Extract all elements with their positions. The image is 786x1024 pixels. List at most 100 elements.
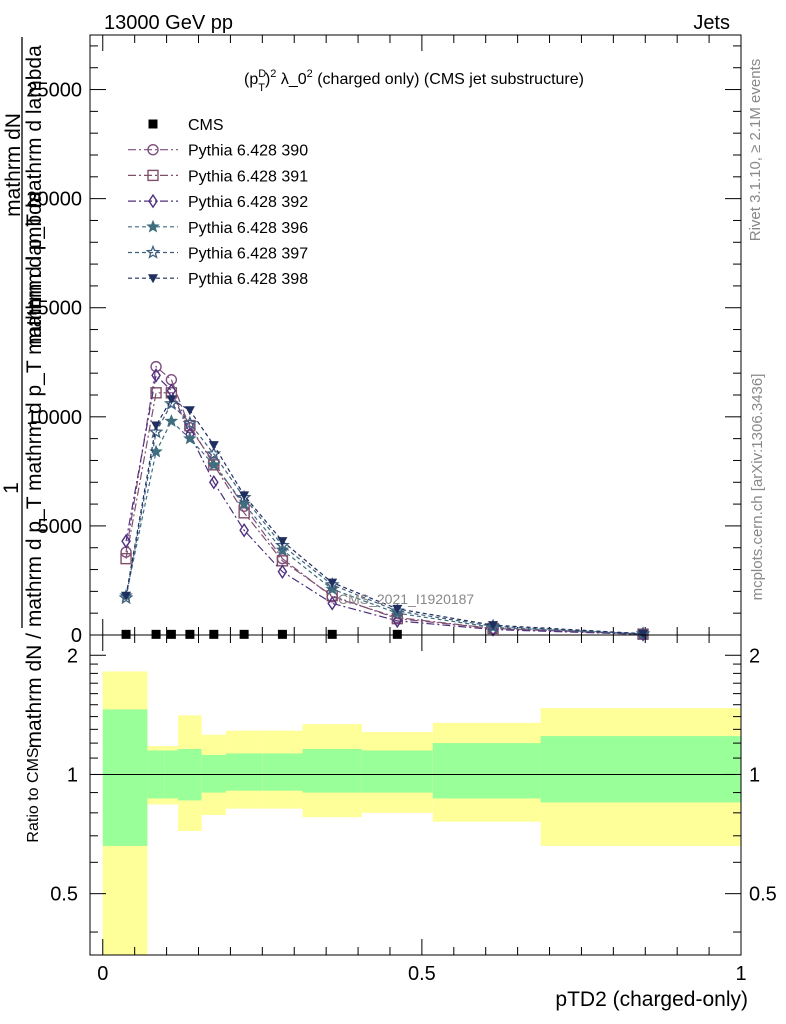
series-pythia-6 bbox=[121, 395, 649, 639]
data-point bbox=[275, 542, 290, 556]
data-point bbox=[121, 629, 131, 639]
data-point bbox=[166, 629, 176, 639]
data-point bbox=[208, 441, 219, 451]
ratio-tick-label-right: 2 bbox=[749, 645, 760, 667]
data-point bbox=[392, 629, 402, 639]
legend: CMS Pythia 6.428 390 Pythia 6.428 391 Pythi… bbox=[128, 117, 308, 288]
series-line bbox=[125, 420, 644, 635]
y-tick-label: 25000 bbox=[26, 80, 82, 102]
data-point bbox=[163, 395, 179, 411]
data-point bbox=[209, 629, 219, 639]
data-point bbox=[277, 629, 287, 639]
x-tick-label: 0.5 bbox=[408, 963, 436, 985]
data-point bbox=[239, 491, 250, 501]
series-line bbox=[125, 402, 644, 635]
data-point bbox=[207, 457, 221, 471]
main-plot-ticks: 0 5000 10000 15000 20000 25000 bbox=[26, 35, 742, 647]
data-point bbox=[150, 387, 162, 399]
ratio-plot-ticks: 0 0.5 1 0.5 0.5 1 1 2 2 bbox=[50, 635, 777, 985]
legend-entry: Pythia 6.428 397 bbox=[128, 244, 308, 263]
ratio-tick-label-right: 1 bbox=[749, 764, 760, 786]
legend-marker bbox=[148, 119, 158, 129]
legend-marker bbox=[147, 143, 159, 156]
data-point bbox=[239, 523, 249, 538]
ratio-bands bbox=[102, 671, 741, 955]
main-plot-panel: 0 5000 10000 15000 20000 25000 (pD T)2 λ_02 (c… bbox=[26, 34, 742, 647]
data-point bbox=[277, 564, 288, 579]
plot-title: (pD T)2 λ_02 (charged only) (CMS jet subs… bbox=[244, 68, 584, 94]
x-axis-label: pTD2 (charged-only) bbox=[555, 988, 748, 1011]
ratio-tick-label-right: 0.5 bbox=[749, 884, 777, 906]
legend-marker bbox=[145, 244, 161, 259]
rivet-version-label: Rivet 3.1.10, ≥ 2.1M events bbox=[747, 59, 764, 242]
x-tick-label: 0 bbox=[97, 963, 108, 985]
data-point bbox=[120, 552, 132, 565]
legend-label: Pythia 6.428 397 bbox=[188, 246, 308, 263]
legend-marker bbox=[148, 193, 158, 209]
legend-marker bbox=[148, 274, 158, 284]
data-point bbox=[151, 421, 162, 431]
legend-label: CMS bbox=[188, 117, 224, 134]
legend-entry: CMS bbox=[148, 117, 224, 134]
legend-marker bbox=[147, 169, 159, 182]
ratio-band-inner bbox=[225, 753, 263, 791]
legend-label: Pythia 6.428 392 bbox=[188, 194, 308, 211]
data-point bbox=[151, 629, 161, 639]
data-point bbox=[327, 578, 338, 588]
ratio-band-inner bbox=[201, 754, 226, 793]
data-point bbox=[208, 475, 219, 490]
data-point bbox=[148, 424, 164, 439]
data-point bbox=[327, 629, 337, 639]
data-point bbox=[392, 604, 403, 614]
legend-marker bbox=[146, 219, 160, 233]
ratio-tick-label: 0.5 bbox=[50, 884, 78, 906]
series-line bbox=[125, 374, 644, 635]
data-point bbox=[121, 533, 131, 549]
data-point bbox=[151, 368, 161, 383]
y-tick-label: 10000 bbox=[26, 407, 82, 429]
y-tick-label: 20000 bbox=[26, 189, 82, 211]
data-point bbox=[182, 415, 198, 430]
ratio-band-inner bbox=[432, 743, 541, 799]
data-point bbox=[488, 621, 499, 631]
legend-label: Pythia 6.428 390 bbox=[188, 143, 308, 160]
legend-entry: Pythia 6.428 398 bbox=[128, 271, 308, 288]
data-point bbox=[166, 395, 177, 405]
legend-entry: Pythia 6.428 392 bbox=[128, 193, 308, 211]
data-point bbox=[183, 431, 197, 445]
y-label-denominator: mathrm dN / mathrm d p_T mathrm d p_T ma… bbox=[23, 191, 46, 748]
y-label-prefactor: 1 bbox=[0, 482, 23, 494]
legend-label: Pythia 6.428 391 bbox=[188, 168, 308, 185]
data-point bbox=[121, 591, 132, 601]
legend-entry: Pythia 6.428 391 bbox=[128, 168, 308, 185]
analysis-watermark: CMS_2021_I1920187 bbox=[338, 591, 474, 607]
main-plot-series bbox=[118, 360, 651, 642]
data-point bbox=[275, 537, 290, 552]
x-tick-label: 1 bbox=[735, 963, 746, 985]
ratio-tick-label: 1 bbox=[67, 764, 78, 786]
data-point bbox=[185, 629, 195, 639]
ratio-band-inner bbox=[540, 736, 741, 803]
data-point bbox=[164, 414, 179, 427]
data-point bbox=[150, 360, 162, 373]
legend-entry: Pythia 6.428 396 bbox=[128, 219, 308, 237]
y-tick-label: 5000 bbox=[38, 516, 83, 538]
legend-label: Pythia 6.428 398 bbox=[188, 271, 308, 288]
ratio-plot-panel: 0 0.5 1 0.5 0.5 1 1 2 2 bbox=[50, 634, 777, 985]
y-label-numerator-differential: mathrm d p_T mathrm d lambda bbox=[23, 45, 46, 345]
data-point bbox=[238, 507, 250, 519]
ratio-band-inner bbox=[262, 753, 303, 791]
data-point bbox=[392, 613, 403, 629]
ratio-band-inner bbox=[361, 750, 433, 793]
ratio-band-inner bbox=[102, 709, 148, 846]
data-point bbox=[184, 406, 195, 416]
y-tick-label: 0 bbox=[71, 625, 82, 647]
y-label-numerator: mathrm dN bbox=[2, 113, 25, 217]
ratio-y-axis-label: Ratio to CMS bbox=[25, 747, 42, 842]
data-point bbox=[239, 629, 249, 639]
series-cms bbox=[121, 629, 402, 639]
data-point bbox=[638, 629, 649, 639]
legend-entry: Pythia 6.428 390 bbox=[128, 143, 308, 160]
ratio-tick-label: 2 bbox=[67, 645, 78, 667]
